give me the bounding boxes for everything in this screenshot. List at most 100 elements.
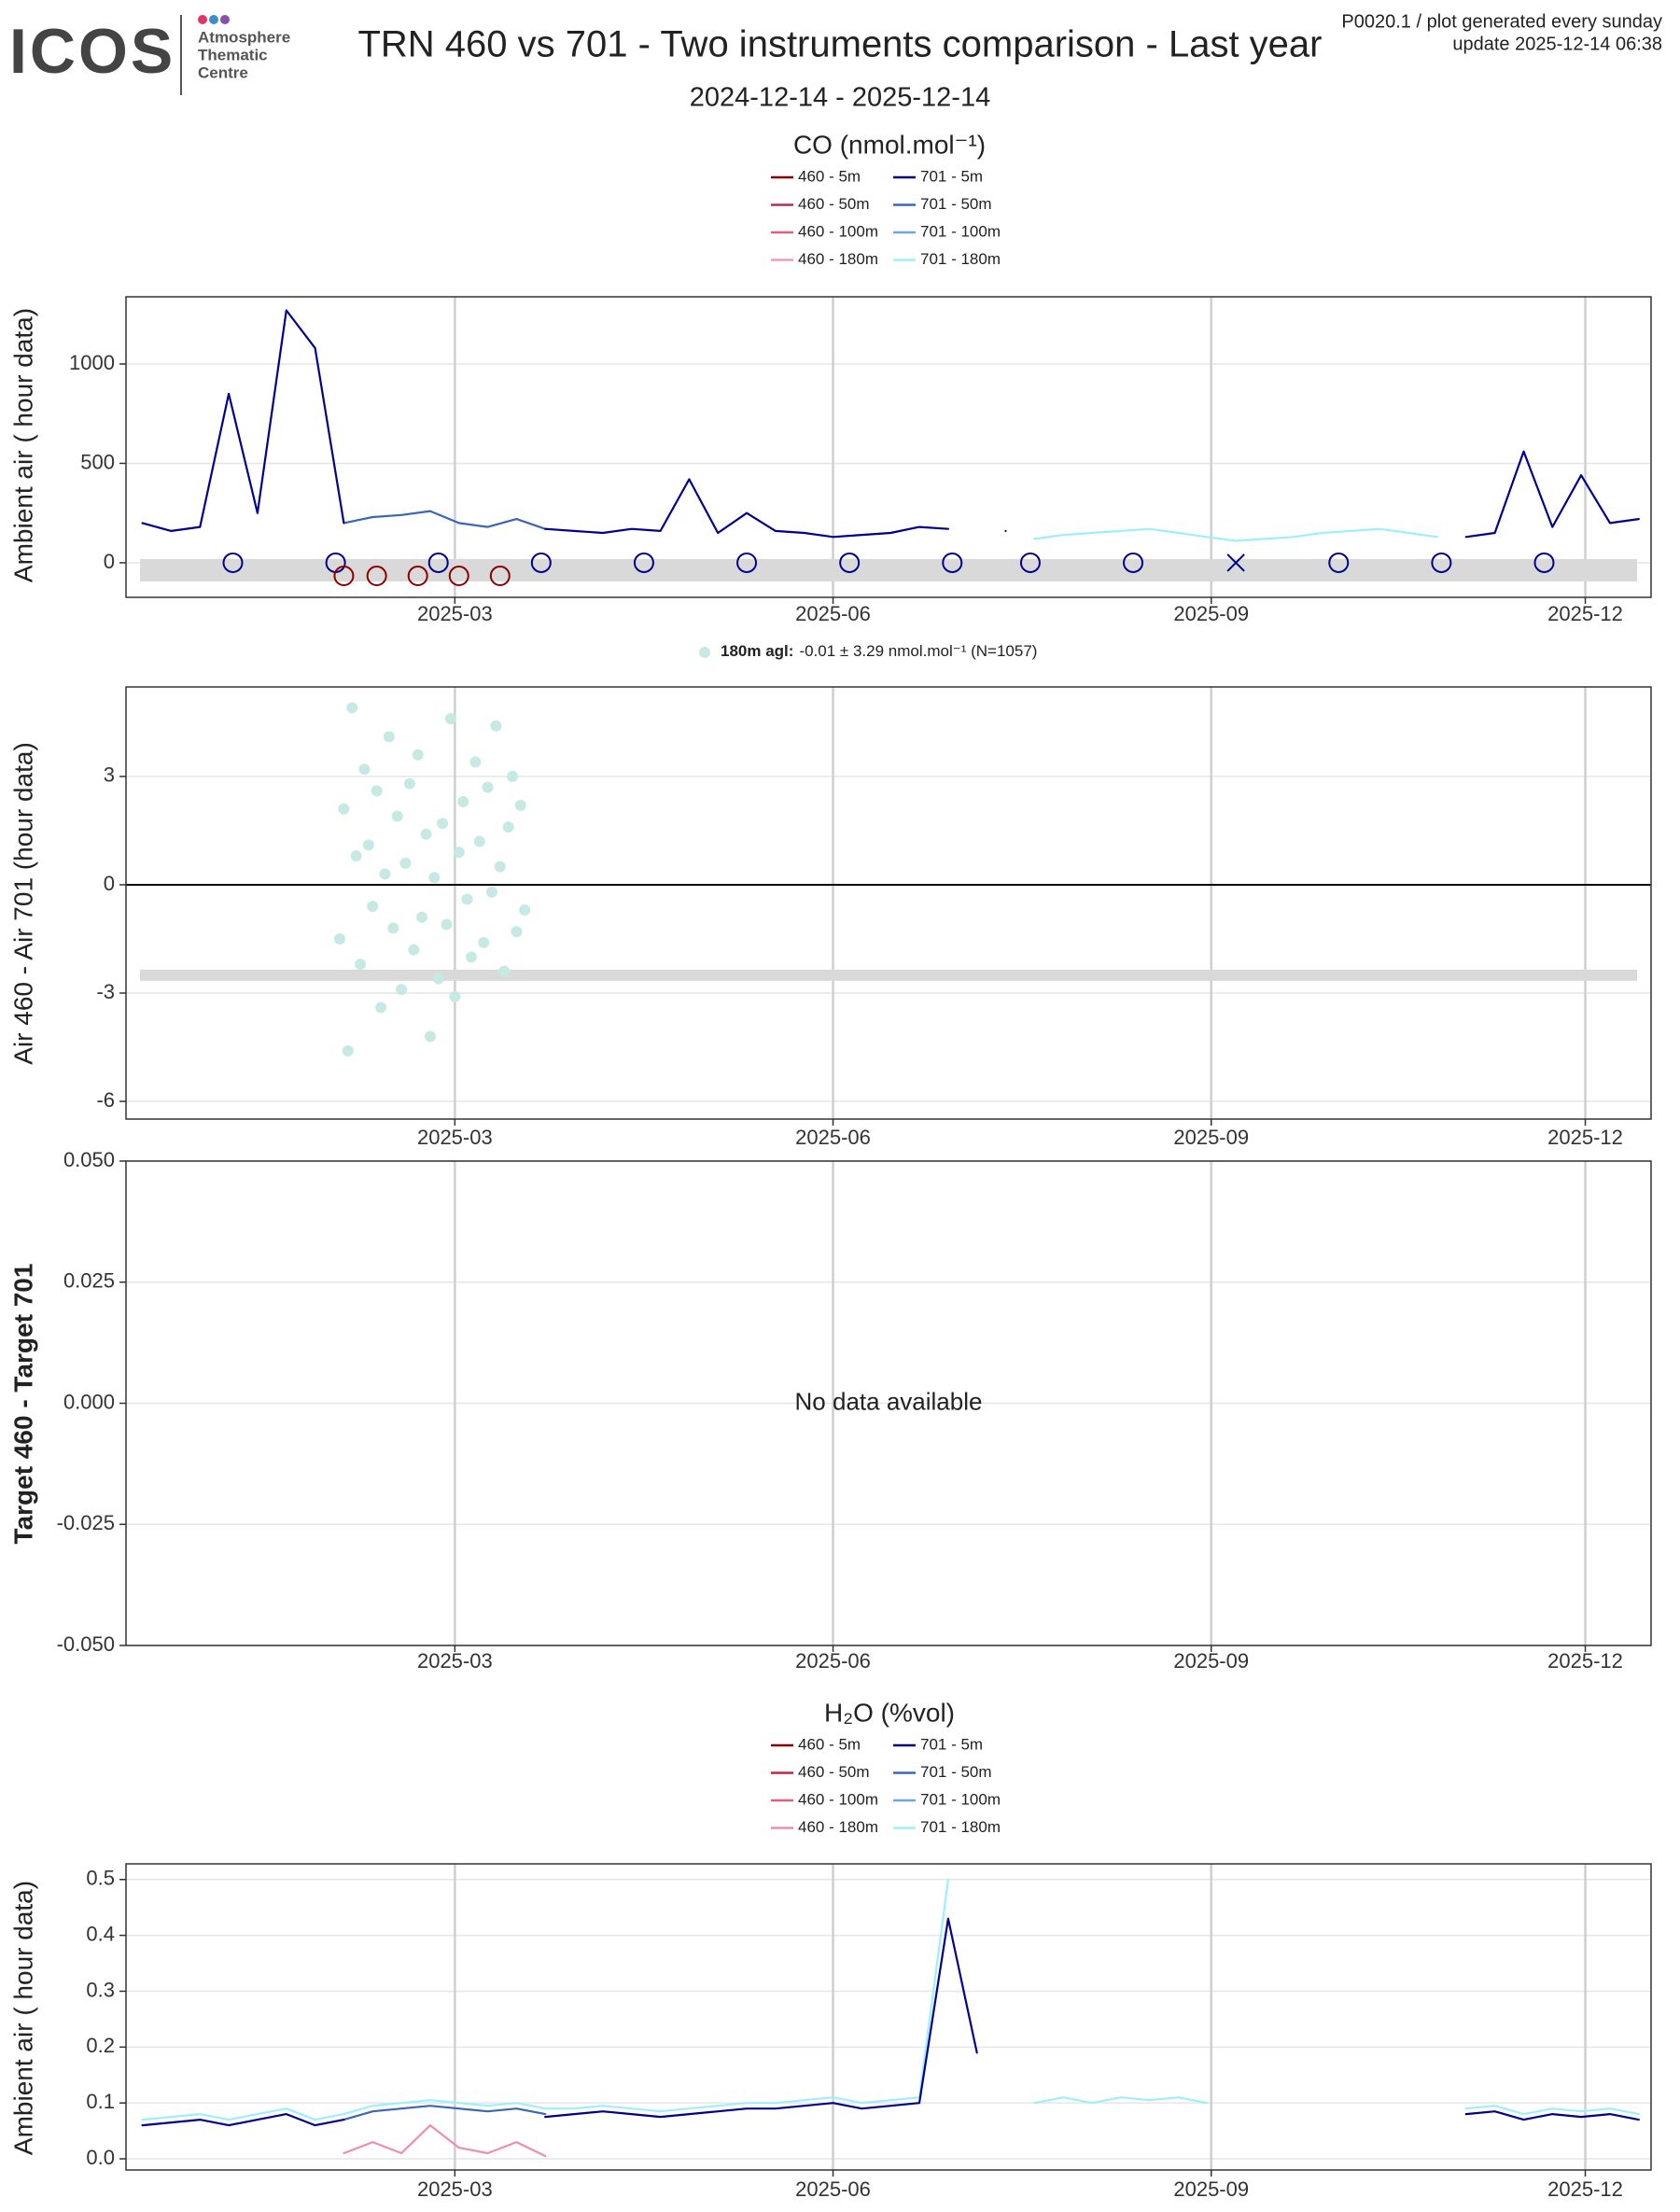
scatter-point	[482, 781, 494, 793]
series-line	[1033, 527, 1439, 542]
series-line	[141, 309, 1640, 539]
scatter-point	[338, 803, 350, 815]
legend-label: 701 - 5m	[920, 1735, 983, 1753]
logo-text: Thematic	[198, 46, 268, 63]
scatter-point	[379, 868, 391, 880]
logo-dot	[209, 15, 218, 24]
y-tick-label: -3	[96, 980, 115, 1003]
scatter-point	[424, 1030, 436, 1043]
plot-background	[126, 687, 1651, 1119]
reference-band	[140, 969, 1637, 981]
scatter-point	[432, 973, 444, 985]
y-tick-label: 0.050	[63, 1148, 115, 1171]
scatter-point	[355, 959, 367, 971]
marker	[222, 552, 244, 573]
marker	[427, 552, 449, 573]
legend-stats: -0.01 ± 3.29 nmol.mol⁻¹ (N=1057)	[799, 642, 1037, 660]
series-line	[343, 510, 547, 530]
scatter-point	[457, 796, 469, 808]
y-tick-label: 0.2	[86, 2034, 115, 2057]
scatter-point	[498, 965, 511, 977]
series-line	[141, 1917, 1640, 2127]
x-tick-label: 2025-09	[1173, 602, 1249, 625]
scatter-point	[420, 828, 432, 840]
y-tick-label: 3	[104, 763, 115, 787]
scatter-point	[367, 901, 379, 913]
plot-background	[126, 297, 1651, 597]
scatter-point	[511, 926, 523, 938]
scatter-point	[342, 1044, 354, 1057]
legend-label: 460 - 5m	[798, 167, 861, 185]
scatter-point	[502, 821, 514, 833]
y-tick-label: 0.5	[86, 1867, 115, 1890]
annotation: No data available	[795, 1387, 983, 1415]
series-line	[141, 1878, 1640, 2121]
y-tick-label: 0.1	[86, 2090, 115, 2113]
plot-frame	[125, 686, 1652, 1120]
marker	[489, 566, 511, 586]
marker	[633, 552, 654, 573]
scatter-point	[490, 720, 502, 732]
legend-label: 460 - 180m	[798, 1818, 878, 1836]
marker	[1533, 552, 1555, 573]
scatter-point	[437, 818, 449, 830]
scatter-point	[469, 756, 482, 768]
scatter-point	[416, 911, 428, 923]
x-tick-label: 2025-06	[795, 2177, 871, 2201]
marker	[839, 552, 861, 573]
marker	[407, 566, 428, 586]
scatter-point	[449, 990, 461, 1002]
legend-label: 701 - 100m	[920, 222, 1001, 240]
legend-label: 701 - 180m	[920, 1818, 1001, 1836]
scatter-point	[371, 785, 383, 797]
y-tick-label: 0.0	[86, 2146, 115, 2169]
legend-label: 701 - 100m	[920, 1790, 1001, 1808]
legend-label: 460 - 50m	[798, 1763, 870, 1781]
title: TRN 460 vs 701 - Two instruments compari…	[357, 24, 1322, 65]
scatter-point	[485, 886, 497, 898]
scatter-point	[375, 1001, 387, 1014]
legend-title: CO (nmol.mol⁻¹)	[793, 130, 986, 159]
series-line	[343, 2124, 547, 2158]
legend-label: 460 - 100m	[798, 1790, 878, 1808]
x-tick-label: 2025-12	[1547, 2177, 1623, 2201]
scatter-point	[334, 932, 346, 945]
period: 2024-12-14 - 2025-12-14	[690, 83, 990, 113]
marker	[942, 552, 963, 573]
legend-label: 701 - 180m	[920, 250, 1001, 268]
scatter-point	[396, 984, 408, 996]
y-tick-label: -6	[96, 1088, 115, 1112]
scatter-point	[465, 951, 477, 963]
logo-dot	[220, 15, 230, 24]
y-axis-label: Air 460 - Air 701 (hour data)	[8, 742, 37, 1065]
x-tick-label: 2025-03	[417, 2177, 493, 2201]
scatter-point	[428, 872, 441, 884]
scatter-point	[519, 904, 531, 917]
plot-background	[126, 1864, 1651, 2170]
y-axis-label: Target 460 - Target 701	[8, 1264, 37, 1545]
y-tick-label: -0.025	[57, 1511, 115, 1534]
scatter-point	[478, 936, 490, 948]
marker	[1123, 552, 1144, 573]
logo-text: Atmosphere	[198, 28, 290, 46]
y-tick-label: 0.025	[63, 1269, 115, 1293]
series-line	[343, 2105, 547, 2121]
x-tick-label: 2025-12	[1547, 1649, 1623, 1673]
scatter-point	[358, 763, 371, 776]
scatter-point	[362, 839, 374, 851]
scatter-point	[473, 835, 485, 847]
y-axis-label: Ambient air ( hour data)	[8, 308, 37, 582]
x-tick-label: 2025-12	[1547, 602, 1623, 625]
scatter-point	[403, 777, 415, 790]
logo: ICOS	[9, 16, 175, 87]
y-tick-label: 0	[104, 872, 115, 895]
scatter-point	[387, 922, 399, 934]
scatter-point	[391, 810, 403, 822]
reference-band	[140, 558, 1637, 581]
x-tick-label: 2025-09	[1173, 1126, 1249, 1149]
marker	[1226, 553, 1245, 572]
scatter-point	[444, 713, 456, 725]
marker	[1019, 552, 1041, 573]
note: P0020.1 / plot generated every sunday	[1341, 11, 1662, 32]
plot-frame	[125, 296, 1652, 598]
